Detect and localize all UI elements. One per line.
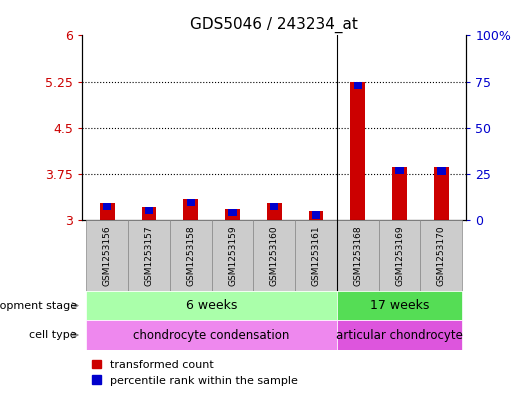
Text: GSM1253168: GSM1253168 (354, 225, 363, 286)
Bar (350, 82, 365, 220)
Bar (86, 320, 337, 350)
Bar (183, 198, 198, 220)
Bar (354, 82, 362, 89)
Bar (270, 203, 278, 210)
Bar (211, 220, 253, 291)
Bar (337, 220, 379, 291)
Bar (103, 203, 111, 210)
Text: chondrocyte condensation: chondrocyte condensation (134, 329, 290, 342)
Bar (225, 209, 240, 220)
Bar (379, 220, 420, 291)
Bar (420, 220, 462, 291)
Text: GSM1253159: GSM1253159 (228, 225, 237, 286)
Bar (312, 211, 320, 219)
Text: GSM1253161: GSM1253161 (312, 225, 321, 286)
Bar (170, 220, 211, 291)
Legend: transformed count, percentile rank within the sample: transformed count, percentile rank withi… (87, 355, 302, 390)
Bar (337, 320, 462, 350)
Text: GSM1253160: GSM1253160 (270, 225, 279, 286)
Bar (295, 220, 337, 291)
Text: GSM1253157: GSM1253157 (145, 225, 154, 286)
Bar (86, 291, 337, 320)
Bar (267, 203, 281, 220)
Text: cell type: cell type (29, 330, 77, 340)
Text: 17 weeks: 17 weeks (370, 299, 429, 312)
Bar (437, 167, 446, 174)
Text: GSM1253156: GSM1253156 (103, 225, 112, 286)
Text: GSM1253169: GSM1253169 (395, 225, 404, 286)
Bar (100, 203, 114, 220)
Bar (142, 207, 156, 220)
Bar (253, 220, 295, 291)
Bar (434, 167, 449, 220)
Bar (187, 198, 195, 206)
Bar (392, 167, 407, 220)
Text: articular chondrocyte: articular chondrocyte (336, 329, 463, 342)
Text: GSM1253158: GSM1253158 (186, 225, 195, 286)
Bar (395, 167, 404, 174)
Text: GSM1253170: GSM1253170 (437, 225, 446, 286)
Text: development stage: development stage (0, 301, 77, 310)
Bar (128, 220, 170, 291)
Bar (86, 220, 128, 291)
Bar (337, 291, 462, 320)
Bar (309, 211, 323, 220)
Title: GDS5046 / 243234_at: GDS5046 / 243234_at (190, 17, 358, 33)
Bar (228, 209, 237, 217)
Bar (145, 207, 153, 214)
Text: 6 weeks: 6 weeks (186, 299, 237, 312)
